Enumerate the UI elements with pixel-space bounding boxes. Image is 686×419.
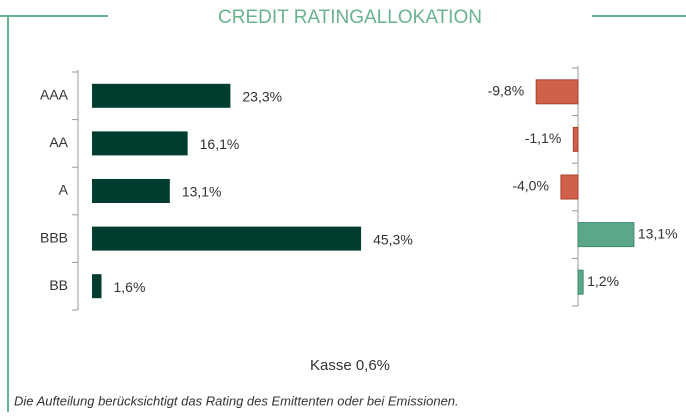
bar [92, 83, 231, 108]
value-label: -4,0% [512, 178, 549, 194]
value-label: 1,2% [587, 273, 619, 289]
footnote: Die Aufteilung berücksichtigt das Rating… [14, 393, 459, 408]
bar [535, 79, 579, 105]
bar [572, 126, 579, 152]
value-label: 16,1% [200, 136, 240, 152]
value-label: 23,3% [242, 89, 282, 105]
category-label: BBB [40, 229, 68, 245]
value-label: 1,6% [114, 279, 146, 295]
category-label: AAA [40, 87, 69, 103]
bar [92, 179, 170, 203]
value-label: 13,1% [182, 184, 222, 200]
value-label: 45,3% [373, 231, 413, 247]
category-label: AA [49, 134, 68, 150]
value-label: 13,1% [638, 225, 678, 241]
bar [92, 131, 188, 156]
bar [560, 174, 579, 200]
bar [577, 222, 635, 248]
bar [92, 274, 102, 299]
bar [577, 269, 584, 295]
category-label: A [59, 182, 69, 198]
cash-note: Kasse 0,6% [310, 357, 390, 374]
value-label: -9,8% [488, 83, 525, 99]
chart-title: CREDIT RATINGALLOKATION [218, 7, 482, 28]
value-label: -1,1% [525, 130, 562, 146]
bar [92, 226, 362, 251]
category-label: BB [49, 277, 68, 293]
